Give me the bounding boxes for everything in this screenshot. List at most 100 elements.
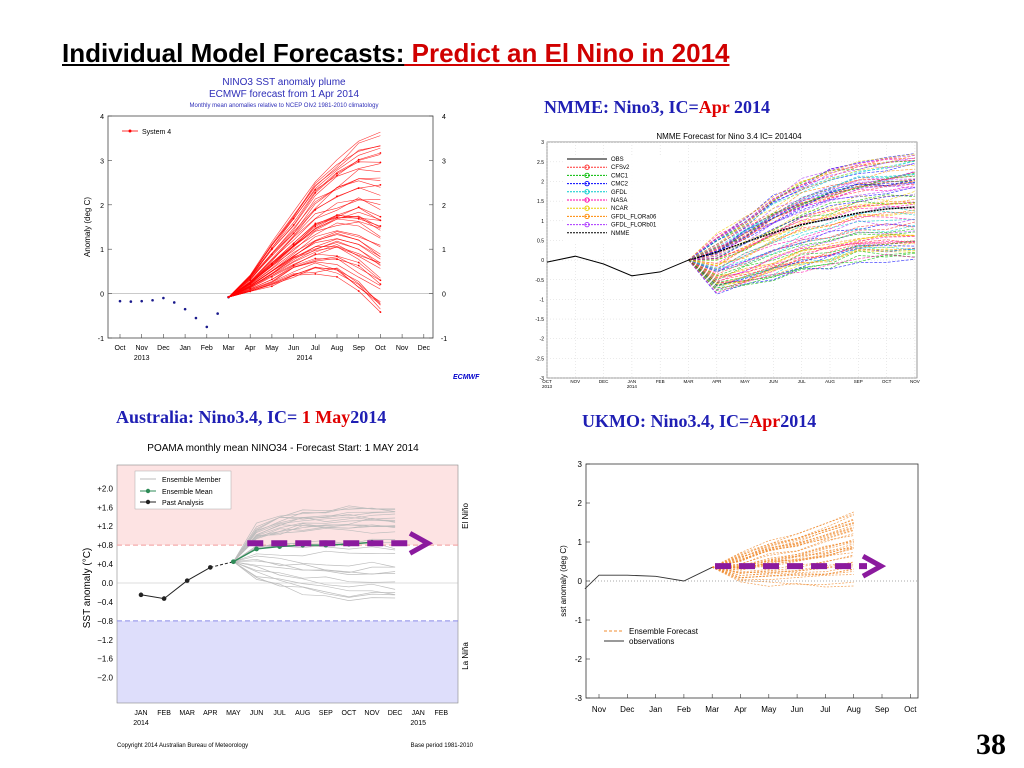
- poama-member-line: [233, 561, 396, 590]
- ukmo-xtick-label: Mar: [705, 705, 719, 714]
- ukmo-xtick-label: May: [761, 705, 776, 714]
- ecmwf-xtick-label: Oct: [115, 345, 126, 352]
- nmme-legend-marker: [584, 164, 590, 170]
- poama-member-line: [233, 560, 396, 575]
- poama-member-line: [233, 513, 396, 562]
- caption-ukmo-prefix: UKMO: Nino3.4, IC=: [582, 411, 750, 431]
- nmme-member-line: [688, 234, 915, 280]
- poama-member-line: [233, 561, 396, 583]
- page-number: 38: [976, 728, 1006, 761]
- ecmwf-member-line: [228, 258, 381, 298]
- nmme-legend: OBS CFSv2 CMC1 CMC2 GFDL NASA NCAR GFDL_FLORa06…: [565, 155, 677, 243]
- ecmwf-xtick-label: Nov: [135, 345, 148, 352]
- caption-nmme-accent: Apr: [698, 97, 730, 117]
- ecmwf-member-line: [228, 198, 381, 298]
- ecmwf-obs-point: [140, 299, 143, 303]
- ecmwf-member-point: [271, 262, 273, 265]
- nmme-member-line: [688, 236, 915, 283]
- ecmwf-xtick-label: Apr: [245, 345, 257, 352]
- ecmwf-xtick-label: Nov: [396, 345, 409, 352]
- nmme-xtick-label: APR: [712, 379, 722, 384]
- ecmwf-member-line: [228, 217, 381, 298]
- nmme-member-line: [688, 225, 915, 273]
- nmme-member-line: [688, 182, 915, 261]
- ecmwf-member-line: [228, 238, 381, 298]
- ecmwf-legend-marker: [128, 129, 132, 133]
- ukmo-member-line: [712, 511, 854, 568]
- ukmo-member-line: [712, 561, 854, 573]
- poama-past-point: [184, 578, 190, 583]
- title-accent: Predict an El Nino in 2014: [404, 38, 730, 68]
- ecmwf-ytick-label-right: 0: [442, 292, 446, 299]
- nmme-member-line: [688, 185, 915, 261]
- nmme-member-line: [688, 242, 915, 284]
- ukmo-member-line: [712, 552, 854, 569]
- nmme-xtick-label: MAR: [684, 379, 695, 384]
- nmme-legend-marker: [584, 189, 590, 195]
- ukmo-ylabel: sst anomaly (deg C): [559, 545, 568, 617]
- ukmo-member-line: [712, 543, 854, 570]
- ecmwf-member-line: [228, 145, 381, 298]
- ukmo-member-line: [712, 562, 854, 576]
- nmme-legend-label: NASA: [611, 198, 627, 204]
- ukmo-xtick-label: Jun: [791, 705, 804, 714]
- slide-title: Individual Model Forecasts: Predict an E…: [62, 38, 730, 69]
- nmme-xtick-label: OCT: [542, 379, 552, 384]
- ecmwf-member-point: [379, 225, 382, 227]
- ecmwf-title: NINO3 SST anomaly plume: [222, 77, 346, 88]
- nmme-legend-marker: [584, 197, 590, 203]
- poama-mean-point: [254, 546, 259, 552]
- nmme-ytick-label: -2: [540, 337, 545, 343]
- ecmwf-obs-point: [118, 299, 122, 303]
- nmme-member-line: [688, 162, 915, 261]
- poama-past-point: [208, 565, 213, 570]
- nmme-member-line: [688, 205, 915, 267]
- poama-ytick-label: −0.4: [97, 598, 113, 607]
- poama-xtick-label: JUN: [250, 710, 264, 717]
- ukmo-ytick-label: 1: [578, 538, 583, 547]
- ecmwf-member-point: [249, 287, 252, 290]
- poama-footer-left: Copyright 2014 Australian Bureau of Mete…: [117, 743, 248, 749]
- ecmwf-ylabel: Anomaly (deg C): [83, 197, 92, 257]
- poama-past-point: [138, 592, 144, 598]
- ecmwf-ytick-label-left: -1: [98, 336, 104, 343]
- ecmwf-member-line: [228, 267, 381, 304]
- ukmo-chart: 3 2 1 0 -1 -2 -3 Nov Dec Jan Feb Mar Apr May Jun Jul Aug…: [559, 460, 919, 714]
- nmme-member-line: [688, 201, 915, 261]
- nmme-member-line: [688, 245, 915, 287]
- nmme-member-line: [688, 241, 915, 283]
- nmme-member-line: [688, 211, 915, 266]
- nmme-series: [546, 153, 916, 295]
- ukmo-member-line: [712, 554, 854, 573]
- caption-ukmo-suffix: 2014: [780, 411, 817, 431]
- caption-nmme-suffix: 2014: [729, 97, 770, 117]
- ecmwf-member-point: [292, 274, 295, 277]
- ecmwf-note: Monthly mean anomalies relative to NCEP …: [190, 103, 379, 109]
- ecmwf-ytick-label-left: 3: [100, 158, 104, 165]
- nmme-member-line: [688, 246, 915, 286]
- poama-past-point: [161, 596, 167, 601]
- poama-xtick-label: MAR: [179, 710, 195, 717]
- ecmwf-member-line: [228, 207, 381, 298]
- poama-ytick-label: +2.0: [97, 484, 113, 493]
- poama-ytick-label: 0.0: [102, 579, 114, 588]
- poama-member-line: [233, 519, 396, 562]
- nmme-xtick-label: DEC: [599, 379, 609, 384]
- ecmwf-ytick-label-right: 1: [442, 247, 446, 254]
- poama-xtick-label: APR: [203, 710, 217, 717]
- poama-member-line: [233, 524, 396, 562]
- ecmwf-ytick-label-left: 2: [100, 203, 104, 210]
- poama-legend-box: [134, 470, 232, 510]
- nmme-member-line: [688, 159, 915, 261]
- ecmwf-member-line: [228, 256, 381, 298]
- nmme-member-line: [688, 221, 915, 272]
- ukmo-member-line: [712, 530, 854, 568]
- nmme-member-line: [688, 157, 915, 261]
- ecmwf-member-point: [379, 152, 382, 154]
- ukmo-xtick-label: Oct: [904, 705, 917, 714]
- ecmwf-xtick-label: May: [265, 345, 279, 352]
- ecmwf-xtick-label: Aug: [331, 345, 344, 352]
- nmme-ytick-label: -2.5: [535, 356, 544, 362]
- poama-title: POAMA monthly mean NINO34 - Forecast Sta…: [147, 443, 419, 454]
- poama-trend-arrow-head: [408, 531, 434, 556]
